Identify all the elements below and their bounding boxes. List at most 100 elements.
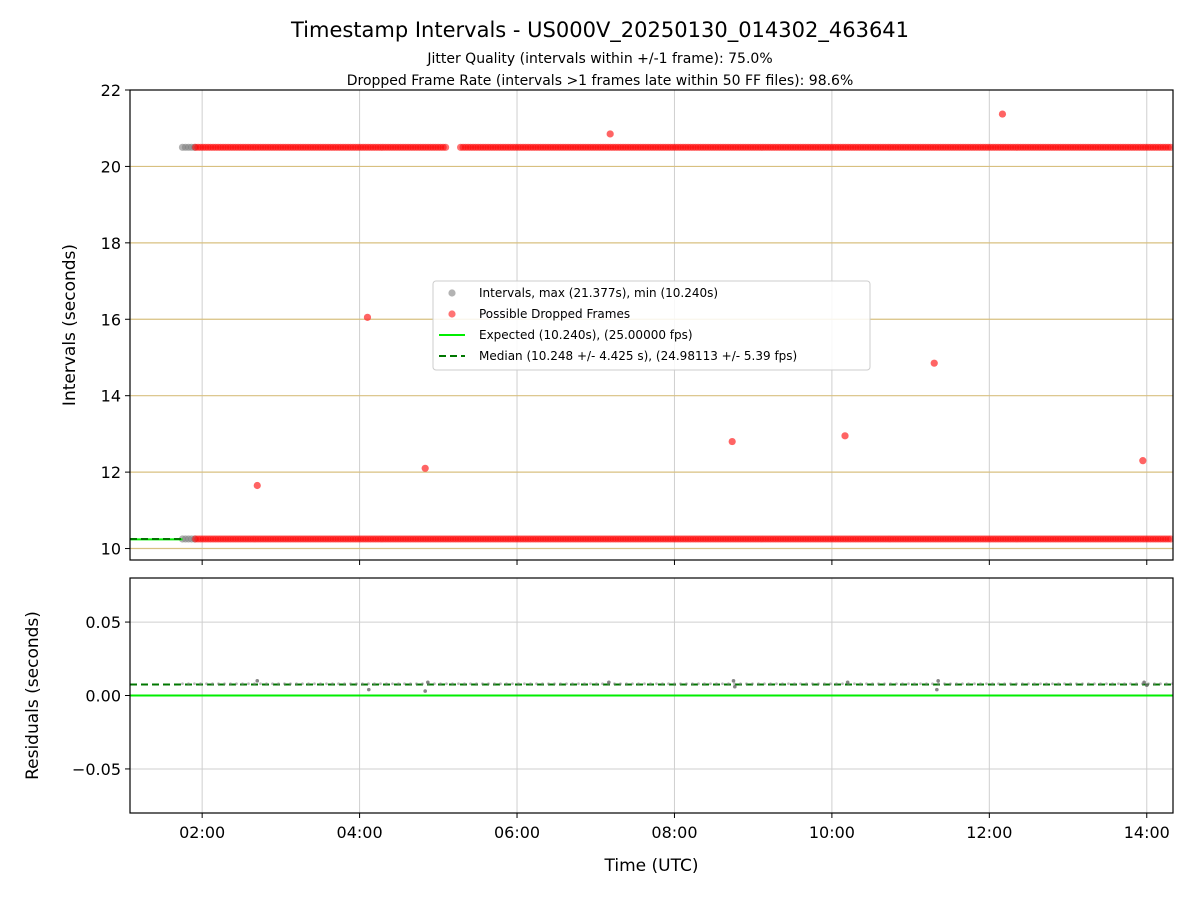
residual-point — [529, 682, 532, 686]
residual-outlier — [426, 680, 430, 685]
x-axis-label: Time (UTC) — [604, 856, 699, 876]
residual-point — [463, 682, 466, 686]
x-tick-label: 12:00 — [966, 823, 1012, 842]
residual-point — [571, 682, 574, 686]
residual-point — [1015, 682, 1018, 686]
residual-point — [595, 682, 598, 686]
residual-point — [805, 682, 808, 686]
residual-outlier — [366, 687, 371, 692]
residual-point — [757, 682, 760, 686]
dropped-frame-outlier — [1139, 457, 1147, 465]
residual-point — [235, 682, 238, 686]
residual-point — [649, 682, 652, 686]
residual-point — [361, 682, 364, 686]
residual-outlier — [1142, 680, 1146, 685]
legend: Intervals, max (21.377s), min (10.240s) P… — [432, 280, 871, 371]
residual-point — [745, 682, 748, 686]
residual-point — [205, 682, 208, 686]
residual-point — [1111, 682, 1114, 686]
residual-outlier — [731, 679, 736, 683]
residual-point — [715, 682, 718, 686]
legend-entry-label: Intervals, max (21.377s), min (10.240s) — [479, 286, 718, 300]
residual-point — [277, 682, 280, 686]
y-tick-label: 22 — [101, 81, 121, 100]
dropped-frame-point — [1166, 535, 1173, 543]
dropped-frame-point — [1166, 143, 1173, 151]
residual-point — [739, 682, 742, 686]
axes-frame — [129, 89, 1174, 561]
y-tick-label: 20 — [101, 157, 121, 176]
y-tick-label: 16 — [101, 310, 121, 329]
residual-point — [583, 682, 586, 686]
residual-outlier — [423, 689, 427, 693]
residual-point — [403, 682, 406, 686]
residual-point — [1021, 682, 1024, 686]
residual-point — [451, 682, 454, 686]
residual-outlier — [255, 679, 260, 683]
residual-point — [955, 682, 958, 686]
residual-point — [313, 682, 316, 686]
y-tick-label: 18 — [101, 234, 121, 253]
residual-point — [835, 682, 838, 686]
residual-point — [733, 682, 736, 686]
residual-point — [841, 682, 844, 686]
legend-entry-label: Median (10.248 +/- 4.425 s), (24.98113 +… — [479, 349, 797, 363]
dropped-frame-outlier — [841, 432, 849, 440]
residual-point — [1153, 682, 1156, 686]
residual-point — [517, 682, 520, 686]
residual-point — [631, 682, 634, 686]
residual-point — [661, 682, 664, 686]
residual-point — [685, 682, 688, 686]
residual-point — [961, 682, 964, 686]
residual-point — [793, 682, 796, 686]
residual-point — [1075, 682, 1078, 686]
residual-point — [859, 682, 862, 686]
residual-point — [865, 682, 868, 686]
residual-point — [709, 682, 712, 686]
residual-point — [385, 682, 388, 686]
residual-point — [769, 682, 772, 686]
residual-point — [283, 682, 286, 686]
legend-box — [432, 280, 871, 371]
residual-point — [481, 682, 484, 686]
residual-point — [751, 682, 754, 686]
residual-point — [1033, 682, 1036, 686]
residual-point — [229, 682, 232, 686]
residual-point — [367, 682, 370, 686]
residual-point — [727, 682, 730, 686]
residual-point — [1093, 682, 1096, 686]
residual-point — [943, 682, 946, 686]
residual-point — [673, 682, 676, 686]
residual-outlier — [1144, 683, 1149, 688]
residual-point — [499, 682, 502, 686]
residual-point — [223, 682, 226, 686]
residual-point — [883, 682, 886, 686]
residual-point — [349, 682, 352, 686]
residuals-panel: −0.05 0.00 0.05 02:00 04:00 06:00 08:00 10:00 12… — [23, 577, 1174, 876]
residual-point — [889, 682, 892, 686]
residual-point — [601, 682, 604, 686]
residual-point — [415, 682, 418, 686]
residual-point — [259, 682, 262, 686]
x-tick-label: 10:00 — [809, 823, 855, 842]
residual-point — [1135, 682, 1138, 686]
residual-point — [973, 682, 976, 686]
residual-point — [319, 682, 322, 686]
residual-point — [397, 682, 400, 686]
residual-point — [697, 682, 700, 686]
residual-point — [781, 682, 784, 686]
residual-point — [469, 682, 472, 686]
residual-point — [577, 682, 580, 686]
residual-point — [1045, 682, 1048, 686]
residual-point — [1081, 682, 1084, 686]
residual-point — [1087, 682, 1090, 686]
residual-point — [1105, 682, 1108, 686]
residual-point — [949, 682, 952, 686]
residual-point — [991, 682, 994, 686]
residual-point — [439, 682, 442, 686]
residual-outlier — [845, 680, 850, 685]
residual-point — [247, 682, 250, 686]
x-tick-label: 06:00 — [494, 823, 540, 842]
residual-point — [1117, 682, 1120, 686]
residual-point — [1165, 682, 1168, 686]
